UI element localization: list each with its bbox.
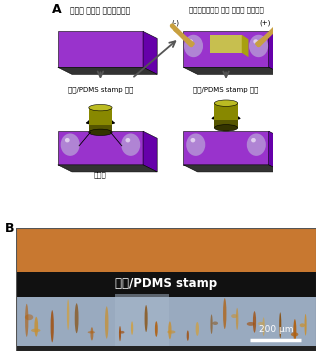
Ellipse shape (236, 308, 238, 330)
Polygon shape (210, 35, 242, 53)
Ellipse shape (187, 330, 189, 341)
Ellipse shape (105, 307, 109, 339)
Ellipse shape (251, 138, 256, 142)
Ellipse shape (262, 317, 265, 336)
Text: B: B (5, 222, 14, 236)
Polygon shape (58, 31, 143, 67)
Polygon shape (184, 165, 283, 172)
Polygon shape (58, 67, 157, 74)
Polygon shape (143, 31, 157, 74)
Ellipse shape (89, 129, 112, 136)
Ellipse shape (121, 134, 140, 156)
Ellipse shape (300, 323, 305, 327)
Text: 기판에 합성된 탄소나노튜브: 기판에 합성된 탄소나노튜브 (70, 7, 130, 16)
Ellipse shape (247, 134, 266, 156)
Ellipse shape (223, 298, 226, 329)
Ellipse shape (65, 138, 70, 142)
Ellipse shape (67, 299, 69, 330)
Text: 백금/PDMS stamp: 백금/PDMS stamp (115, 277, 217, 290)
Ellipse shape (188, 39, 193, 44)
Polygon shape (242, 35, 249, 57)
Ellipse shape (167, 330, 175, 334)
Ellipse shape (126, 138, 130, 142)
Polygon shape (269, 131, 283, 172)
Text: 탄소나노튜브를 따라 형성된 소금결정: 탄소나노튜브를 따라 형성된 소금결정 (189, 7, 263, 13)
Ellipse shape (34, 317, 38, 337)
Polygon shape (184, 31, 269, 67)
Text: A: A (52, 3, 62, 16)
Text: 200 μm: 200 μm (260, 325, 294, 334)
Ellipse shape (119, 326, 121, 341)
Ellipse shape (90, 327, 93, 340)
Ellipse shape (196, 322, 199, 336)
Ellipse shape (51, 310, 54, 342)
Ellipse shape (61, 134, 80, 156)
Text: 백금/PDMS stamp 제거: 백금/PDMS stamp 제거 (193, 87, 259, 93)
Ellipse shape (249, 35, 268, 57)
Polygon shape (143, 131, 157, 172)
Ellipse shape (258, 322, 264, 325)
Ellipse shape (214, 100, 238, 106)
Text: 백금/PDMS stamp 접촉: 백금/PDMS stamp 접촉 (68, 87, 133, 93)
Text: (-): (-) (171, 20, 179, 26)
Bar (115, 294, 169, 351)
Ellipse shape (293, 319, 296, 342)
Ellipse shape (291, 333, 298, 336)
Ellipse shape (131, 321, 133, 335)
Polygon shape (214, 120, 238, 128)
Ellipse shape (75, 303, 79, 333)
Ellipse shape (279, 312, 281, 338)
Ellipse shape (213, 321, 218, 325)
Ellipse shape (191, 138, 195, 142)
Polygon shape (89, 125, 112, 132)
Bar (16, 294, 316, 351)
Bar (16, 272, 316, 297)
Ellipse shape (155, 321, 158, 337)
Ellipse shape (253, 39, 258, 44)
Ellipse shape (31, 329, 41, 332)
Ellipse shape (25, 314, 33, 320)
Ellipse shape (186, 134, 205, 156)
Polygon shape (184, 67, 283, 74)
Polygon shape (214, 103, 238, 128)
Bar (16, 346, 316, 351)
Polygon shape (58, 165, 157, 172)
Ellipse shape (247, 322, 255, 326)
Ellipse shape (88, 331, 95, 334)
Polygon shape (58, 131, 143, 165)
Ellipse shape (89, 104, 112, 111)
Ellipse shape (119, 331, 125, 334)
Polygon shape (184, 131, 269, 165)
Ellipse shape (214, 125, 238, 131)
Ellipse shape (25, 304, 28, 337)
Bar (16, 228, 316, 274)
Polygon shape (269, 31, 283, 74)
Polygon shape (89, 108, 112, 132)
Ellipse shape (305, 314, 307, 336)
Text: 스그롤: 스그롤 (94, 172, 107, 178)
Text: (+): (+) (260, 20, 271, 26)
Ellipse shape (168, 321, 172, 339)
Ellipse shape (145, 305, 148, 332)
Ellipse shape (184, 35, 203, 57)
Ellipse shape (231, 314, 237, 318)
Ellipse shape (211, 314, 213, 334)
Ellipse shape (253, 311, 256, 333)
